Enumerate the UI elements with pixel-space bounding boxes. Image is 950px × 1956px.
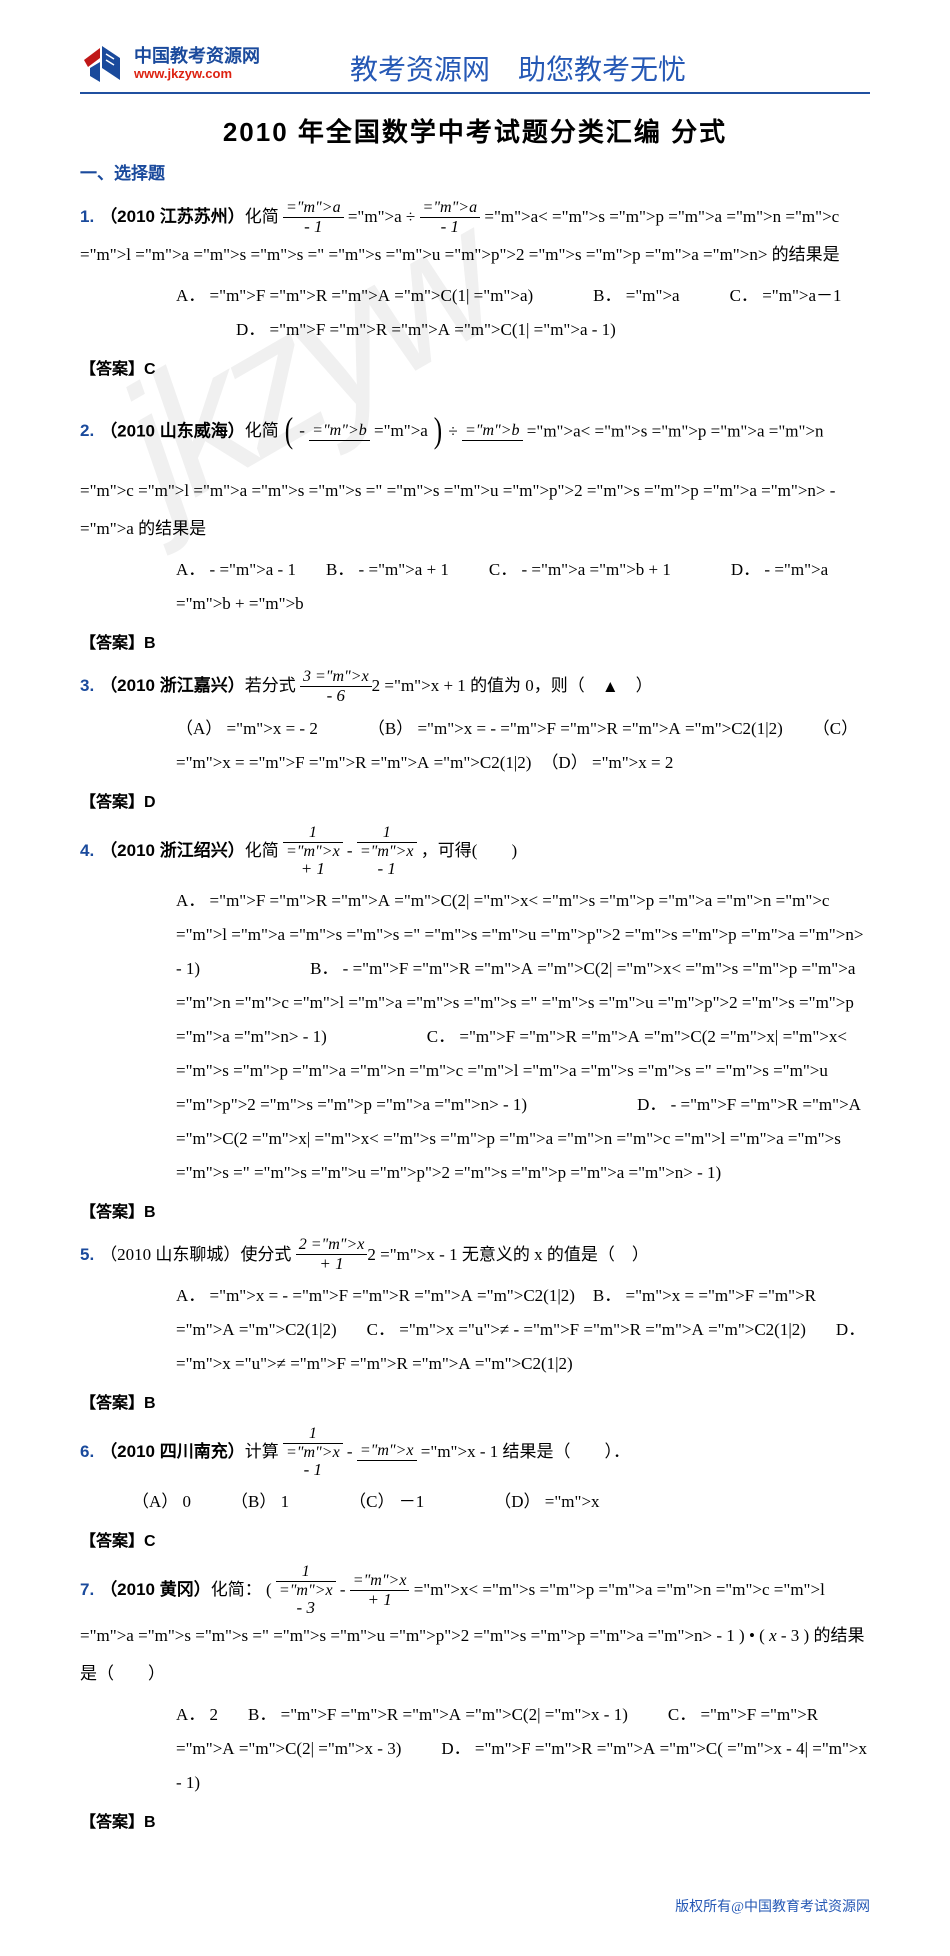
question-number: 3. <box>80 676 94 695</box>
question-stem: 使分式 2 ="m">x + 12 ="m">x - 1 <box>240 1245 457 1264</box>
logo-text-url: www.jkzyw.com <box>134 67 260 81</box>
question-number: 6. <box>80 1442 94 1461</box>
option-D: D． ="m">x <box>176 1320 865 1373</box>
option-C: C． ="m">F <box>668 1705 756 1724</box>
answer-line: 【答案】B <box>80 629 870 653</box>
logo-text-cn: 中国教考资源网 <box>134 47 260 67</box>
option-C: （C） －1 <box>349 1492 424 1511</box>
option-C: C． ="m">x <box>367 1320 454 1339</box>
option-D: （D） ="m">x <box>494 1492 599 1511</box>
question-stem: 化简 ( - ="m">b ="m">a <box>245 421 428 440</box>
question-options: A． ="m">x = - ="m">F ="m">R ="m">A ="m">… <box>176 1279 870 1381</box>
option-D: D． - ="m">F <box>637 1095 736 1114</box>
option-B: B． ="m">x <box>593 1286 680 1305</box>
option-B: （B） 1 <box>231 1492 289 1511</box>
question-source: （2010 浙江嘉兴） <box>100 676 245 695</box>
question-source: （2010 黄冈） <box>100 1580 211 1599</box>
page-header: 中国教考资源网 www.jkzyw.com 教考资源网 助您教考无忧 <box>80 40 870 94</box>
option-A: A． 2 <box>176 1705 218 1724</box>
answer-line: 【答案】D <box>80 788 870 812</box>
page-title: 2010 年全国数学中考试题分类汇编 分式 <box>80 112 870 149</box>
question-7: 7.（2010 黄冈）化简： ( 1 ="m">x - 3 - ="m">x +… <box>80 1565 870 1692</box>
footer-text: 版权所有@中国教育考试资源网 <box>0 1866 950 1956</box>
question-number: 2. <box>80 421 94 440</box>
question-stem: 化简： ( 1 ="m">x - 3 <box>211 1580 336 1599</box>
option-D: D． - ="m">a <box>731 560 828 579</box>
option-B: B． ="m">F <box>248 1705 336 1724</box>
answer-line: 【答案】B <box>80 1389 870 1413</box>
question-number: 1. <box>80 207 94 226</box>
option-C: C． ="m">a <box>730 286 816 305</box>
logo-icon <box>80 40 128 88</box>
option-B: B． - ="m">F <box>310 959 408 978</box>
answer-line: 【答案】C <box>80 355 870 379</box>
question-4: 4.（2010 浙江绍兴）化简 1 ="m">x + 1 - 1 ="m">x … <box>80 826 870 878</box>
section-heading: 一、选择题 <box>80 159 870 184</box>
option-D: D． ="m">F <box>441 1739 530 1758</box>
question-options: （A） ="m">x = - 2（B） ="m">x = - ="m">F ="… <box>176 712 870 780</box>
question-options: （A） 0 （B） 1 （C） －1 （D） ="m">x <box>132 1485 870 1519</box>
option-A: A． - ="m">a <box>176 560 273 579</box>
question-options: A． 2B． ="m">F ="m">R ="m">A ="m">C(2| ="… <box>176 1698 870 1800</box>
question-stem: 化简 ="m">a - 1 ="m">a <box>245 207 402 226</box>
answer-line: 【答案】B <box>80 1198 870 1222</box>
answer-line: 【答案】C <box>80 1527 870 1551</box>
option-D: D． ="m">F <box>236 320 325 339</box>
option-B: B． - ="m">a <box>326 560 422 579</box>
question-options: A． ="m">F ="m">R ="m">A ="m">C(2| ="m">x… <box>176 884 870 1190</box>
logo-block: 中国教考资源网 www.jkzyw.com <box>80 40 260 88</box>
option-A: A． ="m">x <box>176 1286 264 1305</box>
question-options: A． - ="m">a - 1B． - ="m">a + 1C． - ="m">… <box>176 553 870 621</box>
question-source: （2010 山东聊城） <box>100 1245 240 1264</box>
option-A: （A） ="m">x <box>176 719 281 738</box>
question-source: （2010 四川南充） <box>100 1442 245 1461</box>
question-2: 2.（2010 山东威海）化简 ( - ="m">b ="m">a ) ÷ ="… <box>80 393 870 547</box>
question-3: 3. （2010 浙江嘉兴）若分式 3 ="m">x - 62 ="m">x + … <box>80 667 870 706</box>
option-A: A． ="m">F <box>176 891 265 910</box>
question-1: 1.（2010 江苏苏州）化简 ="m">a - 1 ="m">a ÷ ="m"… <box>80 198 870 273</box>
question-options: A． ="m">F ="m">R ="m">A ="m">C(1| ="m">a… <box>176 279 870 347</box>
question-stem: 化简 1 ="m">x + 1 <box>245 841 343 860</box>
question-stem: 计算 1 ="m">x - 1 <box>245 1442 343 1461</box>
question-5: 5. （2010 山东聊城）使分式 2 ="m">x + 12 ="m">x - … <box>80 1236 870 1274</box>
question-number: 7. <box>80 1580 94 1599</box>
option-D: （D） ="m">x <box>541 753 646 772</box>
question-source: （2010 江苏苏州） <box>100 207 245 226</box>
option-B: B． ="m">a <box>593 286 679 305</box>
option-A: A． ="m">F <box>176 286 265 305</box>
header-slogan: 教考资源网 助您教考无忧 <box>350 48 686 88</box>
option-B: （B） ="m">x <box>368 719 472 738</box>
question-source: （2010 山东威海） <box>100 421 245 440</box>
answer-line: 【答案】B <box>80 1808 870 1832</box>
option-C: C． - ="m">a <box>489 560 585 579</box>
option-C: C． ="m">F <box>427 1027 515 1046</box>
question-number: 4. <box>80 841 94 860</box>
question-source: （2010 浙江绍兴） <box>100 841 245 860</box>
question-stem: 若分式 3 ="m">x - 62 ="m">x + 1 <box>245 676 466 695</box>
question-number: 5. <box>80 1245 94 1264</box>
question-6: 6.（2010 四川南充）计算 1 ="m">x - 1 - ="m">x ="… <box>80 1427 870 1479</box>
option-A: （A） 0 <box>132 1492 191 1511</box>
